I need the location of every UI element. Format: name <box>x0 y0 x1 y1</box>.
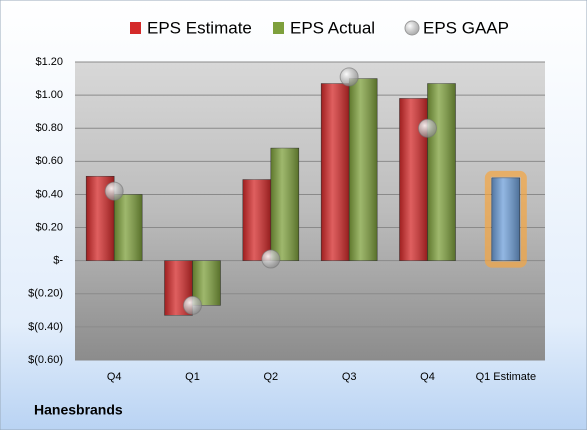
y-tick-label: $1.20 <box>35 56 63 68</box>
x-tick-label: Q4 <box>107 371 122 383</box>
y-tick-label: $(0.60) <box>28 354 63 366</box>
legend-marker <box>273 22 284 34</box>
y-tick-label: $(0.40) <box>28 321 63 333</box>
legend-marker <box>130 22 141 34</box>
y-tick-label: $0.60 <box>35 155 63 167</box>
gaap-marker <box>339 67 359 87</box>
bar-shine <box>242 179 271 261</box>
gaap-marker <box>418 118 437 138</box>
legend-marker <box>404 20 420 36</box>
bar-shine <box>270 148 299 261</box>
bar-shine <box>491 177 520 261</box>
bar-shine <box>321 83 350 261</box>
y-tick-label: $(0.20) <box>28 288 63 300</box>
bar-shine <box>114 194 143 261</box>
x-tick-label: Q3 <box>342 371 357 383</box>
bar-shine <box>349 78 378 261</box>
legend-label: EPS Estimate <box>147 18 252 37</box>
x-tick-label: Q1 <box>185 371 200 383</box>
y-tick-label: $0.40 <box>35 188 63 200</box>
gaap-marker <box>104 181 124 201</box>
y-tick-label: $0.80 <box>35 122 63 134</box>
x-tick-label: Q4 <box>420 371 435 383</box>
y-tick-label: $1.00 <box>35 89 63 101</box>
gaap-marker <box>261 249 281 269</box>
plot-area <box>75 62 545 360</box>
legend-label: EPS Actual <box>290 18 375 37</box>
x-tick-label: Q2 <box>263 371 278 383</box>
highlight-glow <box>484 170 527 268</box>
legend-label: EPS GAAP <box>423 18 509 37</box>
gaap-marker <box>183 295 202 315</box>
y-tick-label: $- <box>53 255 63 267</box>
x-tick-label: Q1 Estimate <box>476 371 537 383</box>
y-tick-label: $0.20 <box>35 221 63 233</box>
company-name: Hanesbrands <box>34 402 123 418</box>
bar-shine <box>427 83 456 261</box>
